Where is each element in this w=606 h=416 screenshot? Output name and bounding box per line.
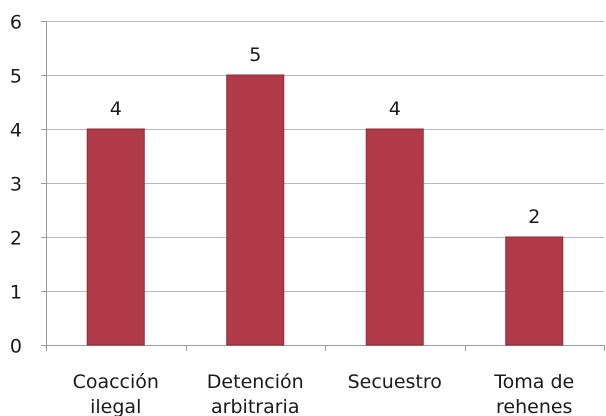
y-tick-label: 3: [10, 174, 22, 196]
bar: [87, 129, 144, 345]
bars: [87, 75, 563, 345]
y-tick-label: 0: [10, 336, 22, 358]
x-tick-label: Toma de: [493, 371, 574, 393]
x-tick-label: ilegal: [90, 396, 141, 416]
data-labels: 4 5 4 2: [110, 44, 541, 228]
x-tick-label: Coacción: [73, 371, 159, 393]
x-tick-label: rehenes: [496, 396, 572, 416]
data-label: 2: [528, 206, 540, 228]
x-tick-labels: Coacción ilegal Detención arbitraria Secuest…: [73, 371, 575, 416]
data-label: 4: [389, 98, 401, 120]
data-label: 4: [110, 98, 122, 120]
y-tick-label: 4: [10, 120, 22, 142]
y-tick-label: 1: [10, 282, 22, 304]
y-tick-label: 5: [10, 66, 22, 88]
bar: [227, 75, 284, 345]
bar: [506, 237, 563, 345]
bar: [366, 129, 423, 345]
y-tick-label: 2: [10, 228, 22, 250]
x-tick-label: Detención: [207, 371, 304, 393]
y-tick-label: 6: [10, 12, 22, 34]
x-tick-label: arbitraria: [211, 396, 299, 416]
y-tick-labels: 0 1 2 3 4 5 6: [10, 12, 22, 358]
data-label: 5: [249, 44, 261, 66]
x-tick-label: Secuestro: [348, 371, 442, 393]
